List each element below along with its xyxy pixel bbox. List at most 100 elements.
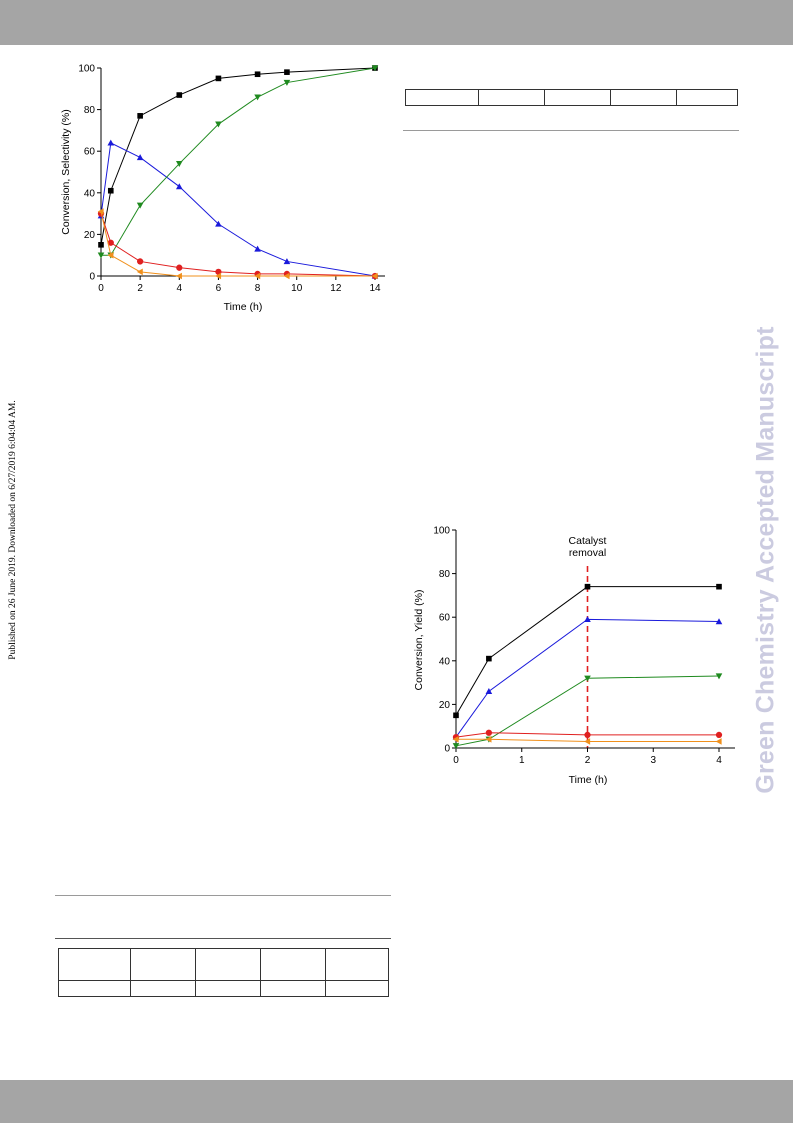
table-bottom-left [58, 948, 389, 997]
data-point [485, 688, 493, 694]
table-row [58, 948, 389, 981]
x-tick-label: 4 [716, 755, 722, 766]
x-tick-label: 8 [255, 283, 261, 294]
data-point [485, 729, 493, 736]
data-point [107, 239, 114, 246]
data-point [371, 272, 378, 280]
series-line-2 [101, 67, 376, 256]
y-tick-label: 60 [84, 147, 96, 158]
data-point [107, 139, 115, 146]
y-tick-label: 100 [433, 526, 450, 537]
x-tick-label: 0 [453, 755, 459, 766]
data-point [98, 241, 104, 248]
x-tick-label: 6 [216, 283, 222, 294]
section-rule [55, 895, 391, 896]
data-point [254, 245, 261, 252]
data-point [584, 731, 591, 739]
x-tick-label: 14 [369, 283, 381, 294]
series-line-4 [100, 211, 375, 277]
y-axis-label: Conversion, Yield (%) [413, 590, 425, 691]
data-point [136, 202, 144, 209]
data-point [283, 79, 291, 86]
data-point [283, 272, 290, 280]
data-point [485, 735, 492, 743]
series-line-0 [100, 67, 376, 245]
data-point [254, 71, 261, 78]
table-top-rule [55, 938, 391, 939]
plot-area: 0 2 4 6 8 10 12 14 0 20 40 60 80 100 [78, 64, 385, 294]
data-point [486, 655, 492, 662]
x-tick-label: 2 [585, 755, 591, 766]
x-tick-label: 10 [291, 283, 303, 294]
data-point [97, 252, 105, 259]
data-point [215, 121, 222, 128]
table-row [58, 980, 389, 997]
data-point [584, 738, 591, 745]
series-line-2 [455, 675, 720, 747]
published-note: Published on 26 June 2019. Downloaded on… [8, 400, 18, 660]
data-point [136, 268, 143, 276]
y-tick-label: 80 [439, 569, 451, 580]
data-point [716, 583, 722, 590]
chart-conversion-selectivity: 0 2 4 6 8 10 12 14 0 20 40 60 80 100 Time (h) Convers… [60, 64, 385, 313]
y-axis-label: Conversion, Selectivity (%) [60, 109, 72, 234]
data-point [715, 738, 722, 745]
data-point [453, 712, 459, 719]
data-point [584, 675, 591, 682]
data-point [215, 272, 222, 280]
y-tick-label: 20 [439, 700, 451, 711]
y-tick-label: 100 [78, 64, 95, 75]
annotation-text: removal [569, 547, 606, 559]
data-point [175, 272, 182, 280]
x-tick-label: 2 [137, 283, 143, 294]
y-tick-label: 0 [89, 272, 95, 283]
series-line-1 [100, 142, 376, 277]
data-point [283, 258, 291, 265]
annotation-text: Catalyst [569, 535, 607, 547]
journal-watermark: Green Chemistry Accepted Manuscript [751, 326, 780, 794]
data-point [715, 673, 723, 680]
series-line-1 [455, 618, 720, 738]
data-point [215, 220, 222, 227]
y-tick-label: 0 [444, 744, 450, 755]
table-top-right [405, 89, 738, 106]
data-point [584, 616, 591, 623]
header-band [0, 0, 793, 45]
series-line-0 [455, 586, 719, 716]
data-point [284, 69, 290, 75]
series-line-3 [100, 213, 376, 277]
y-tick-label: 40 [439, 656, 451, 667]
y-tick-label: 40 [84, 188, 96, 199]
data-point [715, 618, 723, 625]
data-point [175, 161, 183, 167]
data-point [175, 183, 183, 190]
data-point [107, 251, 114, 259]
data-point [452, 735, 459, 743]
series-line-4 [456, 738, 719, 742]
footer-band [0, 1080, 793, 1123]
y-tick-label: 60 [439, 613, 451, 624]
x-tick-label: 1 [519, 755, 525, 766]
data-point [97, 208, 104, 215]
data-point [176, 92, 183, 98]
data-point [584, 583, 591, 590]
data-point [107, 187, 114, 194]
data-point [254, 272, 261, 280]
table-row [405, 89, 738, 106]
data-point [715, 731, 723, 739]
data-point [371, 65, 379, 72]
y-tick-label: 80 [84, 105, 96, 116]
data-point [215, 75, 222, 82]
data-point [452, 743, 460, 750]
y-tick-label: 20 [84, 230, 96, 241]
data-point [136, 154, 144, 161]
data-point [137, 258, 144, 265]
x-tick-label: 12 [330, 283, 342, 294]
data-point [254, 94, 261, 101]
table-rule [403, 130, 739, 131]
x-axis-label: Time (h) [569, 774, 608, 786]
series-line-3 [455, 732, 719, 738]
